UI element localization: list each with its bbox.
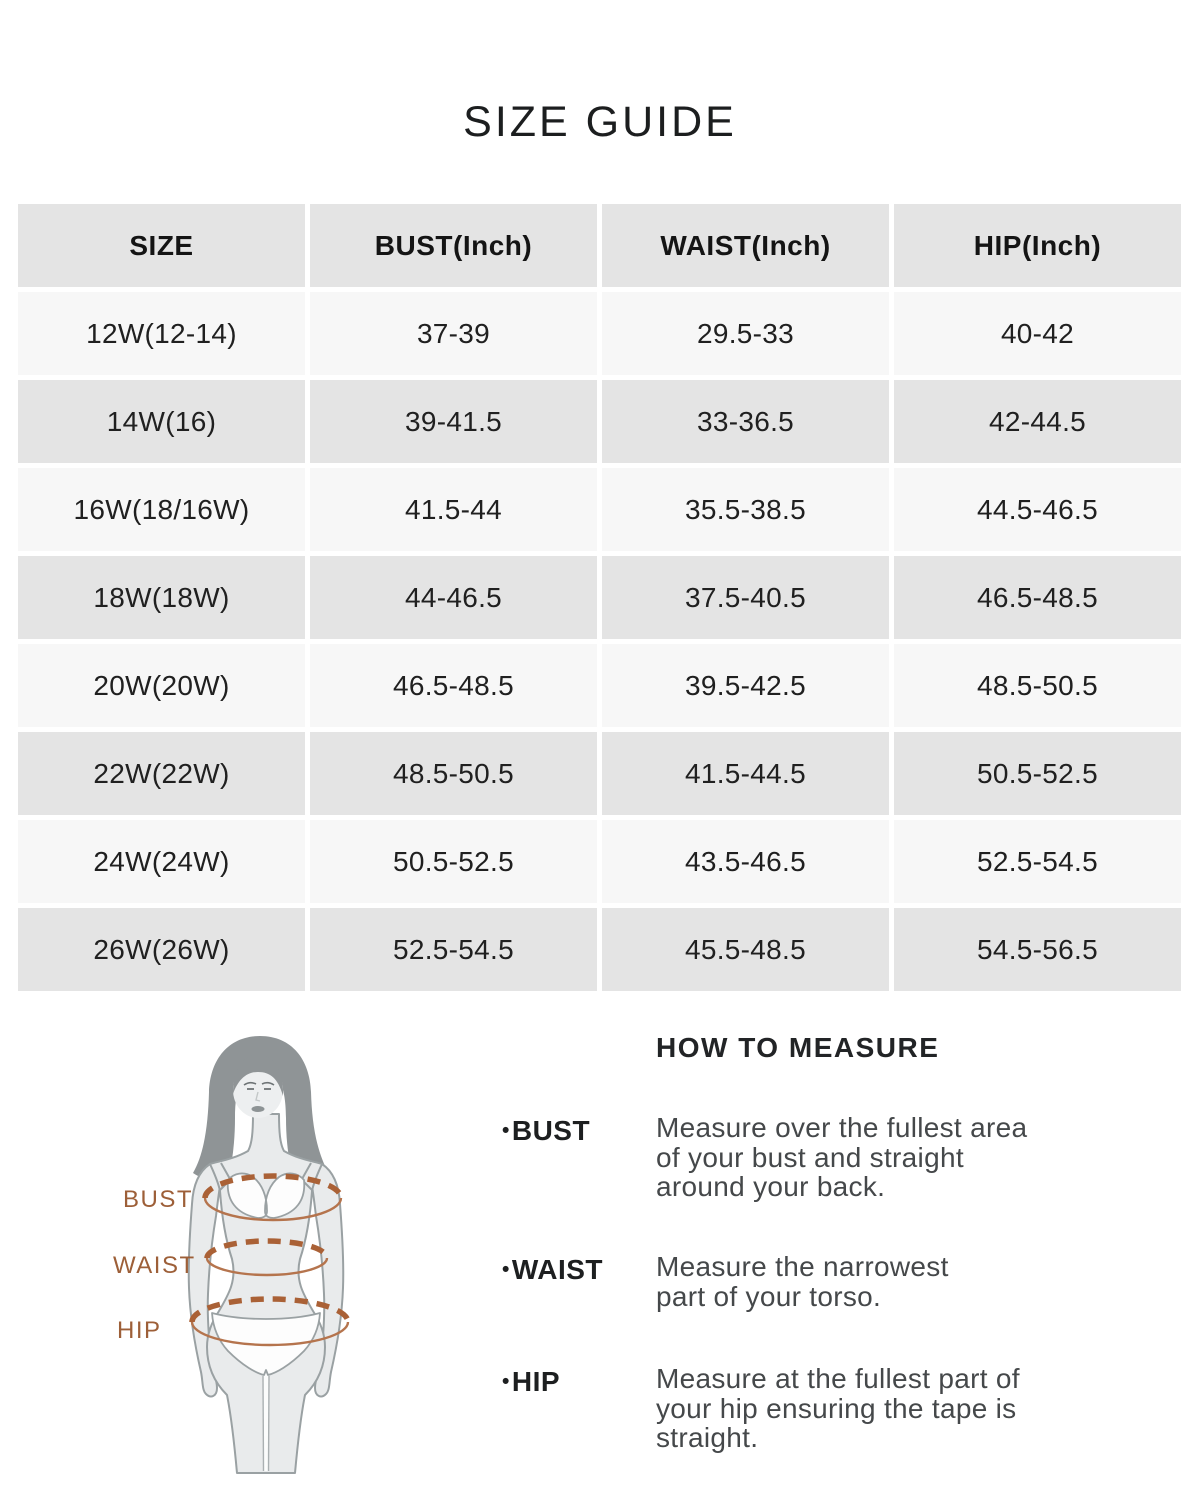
bust-cell: 52.5-54.5	[310, 908, 597, 991]
waist-cell: 41.5-44.5	[602, 732, 889, 815]
measure-item-description: Measure at the fullest part of your hip …	[656, 1363, 1020, 1454]
waist-measure-line-front	[205, 1257, 329, 1277]
figure-face-features	[243, 1081, 275, 1112]
bust-cell: 44-46.5	[310, 556, 597, 639]
measure-item-bust: • BUST Measure over the fullest area of …	[502, 1113, 1196, 1202]
waist-cell: 33-36.5	[602, 380, 889, 463]
hip-measure-line-back	[189, 1296, 351, 1323]
measure-item-description: Measure the narrowest part of your torso…	[656, 1251, 949, 1312]
waist-cell: 39.5-42.5	[602, 644, 889, 727]
bullet-icon: •	[502, 1370, 510, 1393]
col-header-waist: WAIST(Inch)	[602, 204, 889, 287]
size-cell: 20W(20W)	[18, 644, 305, 727]
measure-item-label: • HIP	[502, 1364, 656, 1398]
hip-cell: 54.5-56.5	[894, 908, 1181, 991]
waist-cell: 35.5-38.5	[602, 468, 889, 551]
hip-cell: 44.5-46.5	[894, 468, 1181, 551]
measure-item-description: Measure over the fullest area of your bu…	[656, 1112, 1028, 1203]
bust-measure-line-front	[203, 1197, 343, 1222]
measure-item-label: • BUST	[502, 1113, 656, 1147]
size-cell: 22W(22W)	[18, 732, 305, 815]
bust-cell: 39-41.5	[310, 380, 597, 463]
hip-cell: 52.5-54.5	[894, 820, 1181, 903]
table-row: 24W(24W) 50.5-52.5 43.5-46.5 52.5-54.5	[18, 820, 1181, 903]
bullet-icon: •	[502, 1258, 510, 1281]
figure-hip-label: HIP	[117, 1317, 162, 1344]
figure-illustration: BUST WAIST HIP	[113, 1036, 351, 1474]
waist-cell: 29.5-33	[602, 292, 889, 375]
measure-label-text: WAIST	[511, 1254, 604, 1285]
waist-cell: 45.5-48.5	[602, 908, 889, 991]
table-row: 26W(26W) 52.5-54.5 45.5-48.5 54.5-56.5	[18, 908, 1181, 991]
bust-cell: 41.5-44	[310, 468, 597, 551]
size-cell: 14W(16)	[18, 380, 305, 463]
size-cell: 24W(24W)	[18, 820, 305, 903]
measure-item-label: • WAIST	[502, 1252, 656, 1286]
size-guide-table: SIZE BUST(Inch) WAIST(Inch) HIP(Inch) 12…	[13, 199, 1186, 996]
bullet-icon: •	[502, 1119, 510, 1142]
size-cell: 12W(12-14)	[18, 292, 305, 375]
measure-item-waist: • WAIST Measure the narrowest part of yo…	[502, 1251, 1196, 1312]
hip-measure-line-front	[190, 1321, 350, 1347]
measure-label-text: HIP	[511, 1366, 561, 1397]
figure-leg-inner-right	[267, 1375, 270, 1472]
figure-hair	[193, 1036, 329, 1182]
measure-label-text: BUST	[511, 1115, 591, 1146]
bust-cell: 37-39	[310, 292, 597, 375]
table-header-row: SIZE BUST(Inch) WAIST(Inch) HIP(Inch)	[18, 204, 1181, 287]
hip-cell: 48.5-50.5	[894, 644, 1181, 727]
table-row: 16W(18/16W) 41.5-44 35.5-38.5 44.5-46.5	[18, 468, 1181, 551]
table-row: 22W(22W) 48.5-50.5 41.5-44.5 50.5-52.5	[18, 732, 1181, 815]
hip-cell: 50.5-52.5	[894, 732, 1181, 815]
table-row: 12W(12-14) 37-39 29.5-33 40-42	[18, 292, 1181, 375]
page-title: SIZE GUIDE	[463, 98, 737, 146]
bust-measure-line-back	[202, 1173, 344, 1199]
table-row: 20W(20W) 46.5-48.5 39.5-42.5 48.5-50.5	[18, 644, 1181, 727]
figure-leg-inner-left	[262, 1375, 265, 1472]
figure-bust-label: BUST	[123, 1186, 193, 1213]
col-header-hip: HIP(Inch)	[894, 204, 1181, 287]
bust-cell: 48.5-50.5	[310, 732, 597, 815]
figure-face	[233, 1062, 283, 1118]
figure-waist-label: WAIST	[113, 1252, 196, 1279]
table-row: 14W(16) 39-41.5 33-36.5 42-44.5	[18, 380, 1181, 463]
measure-item-hip: • HIP Measure at the fullest part of you…	[502, 1364, 1196, 1453]
bust-cell: 50.5-52.5	[310, 820, 597, 903]
waist-measure-line-back	[204, 1238, 330, 1259]
figure-fringe	[233, 1054, 284, 1096]
hip-cell: 42-44.5	[894, 380, 1181, 463]
how-to-measure-heading: HOW TO MEASURE	[656, 1032, 940, 1063]
waist-cell: 43.5-46.5	[602, 820, 889, 903]
hip-cell: 40-42	[894, 292, 1181, 375]
size-cell: 26W(26W)	[18, 908, 305, 991]
bust-cell: 46.5-48.5	[310, 644, 597, 727]
figure-bra-straps	[218, 1162, 314, 1192]
col-header-bust: BUST(Inch)	[310, 204, 597, 287]
size-cell: 18W(18W)	[18, 556, 305, 639]
waist-cell: 37.5-40.5	[602, 556, 889, 639]
table-row: 18W(18W) 44-46.5 37.5-40.5 46.5-48.5	[18, 556, 1181, 639]
measurement-figure: BUST WAIST HIP	[90, 1030, 450, 1500]
hip-cell: 46.5-48.5	[894, 556, 1181, 639]
size-cell: 16W(18/16W)	[18, 468, 305, 551]
col-header-size: SIZE	[18, 204, 305, 287]
